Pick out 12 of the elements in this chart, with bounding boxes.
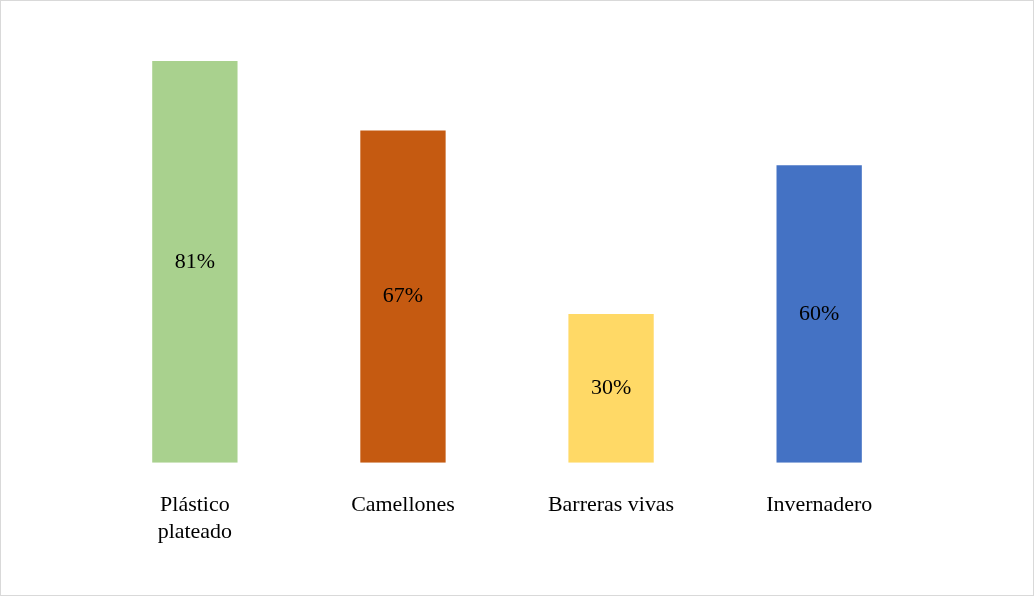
bar — [568, 313, 654, 463]
bar — [360, 130, 446, 463]
x-tick-label: Plástico plateado — [157, 491, 233, 543]
bar — [776, 165, 862, 463]
data-label: 60% — [799, 299, 840, 325]
x-tick-label: Barreras vivas — [547, 491, 675, 517]
x-tick-label: Camellones — [351, 491, 455, 517]
data-label: 81% — [174, 247, 215, 273]
x-tick-label: Invernadero — [766, 491, 873, 517]
bar — [152, 61, 238, 463]
data-label: 67% — [382, 282, 424, 308]
data-label: 30% — [590, 374, 632, 400]
